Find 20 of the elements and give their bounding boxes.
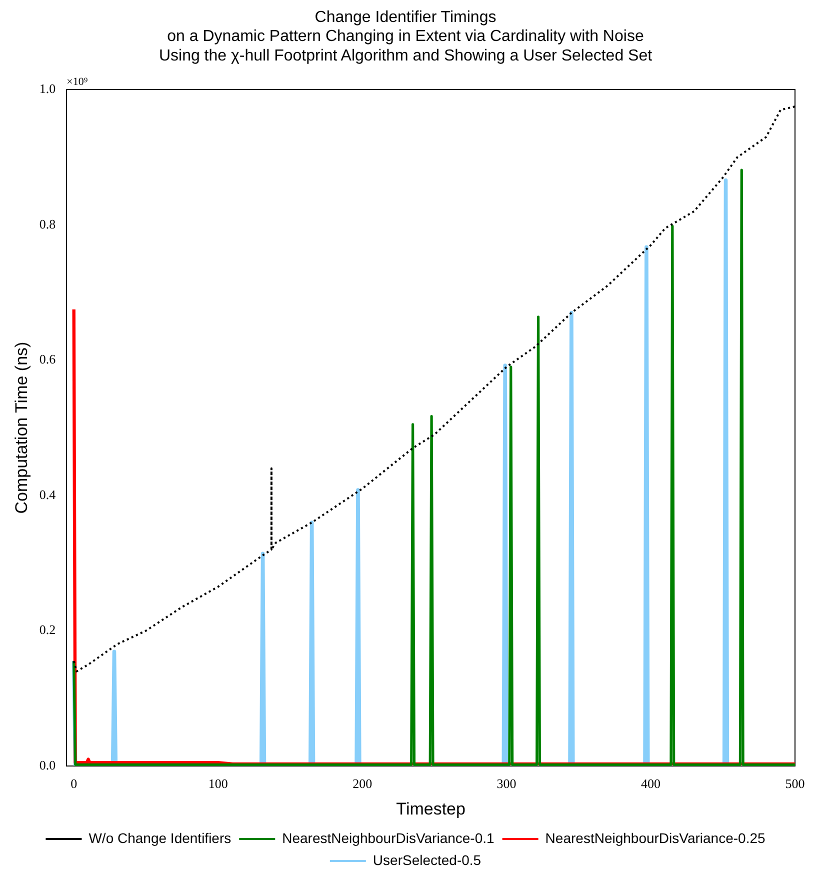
x-tick-label: 400 [641, 776, 661, 792]
x-axis-title: Timestep [396, 799, 466, 818]
x-tick-label: 500 [785, 776, 805, 792]
chart-title: Change Identifier Timings on a Dynamic Pattern Changing in Extent via Cardinality with Noise Using the χ-hull Footprint Algorithm and Showing a User Selected Set [158, 9, 653, 64]
y-axis-title: Computation Time (ns) [12, 342, 31, 514]
legend-label: UserSelected-0.5 [372, 852, 482, 868]
x-tick-label: 200 [352, 776, 372, 792]
y-tick-label: 0.6 [39, 352, 56, 367]
y-tick-label: 0.2 [39, 622, 56, 638]
y-tick-label: 0.8 [39, 216, 56, 232]
y-tick-label: 0.4 [39, 486, 56, 502]
text: ×10⁹ [66, 76, 88, 88]
x-tick-label: 0 [70, 776, 78, 792]
y-tick-label: 1.0 [39, 81, 56, 96]
legend-label: NearestNeighbourDisVariance-0.1 [282, 830, 495, 846]
legend-label: W/o Change Identifiers [88, 830, 232, 846]
x-tick-label: 100 [208, 776, 228, 792]
legend-label: NearestNeighbourDisVariance-0.25 [545, 830, 766, 846]
y-tick-label: 0.0 [39, 757, 56, 772]
x-tick-label: 300 [496, 776, 516, 792]
